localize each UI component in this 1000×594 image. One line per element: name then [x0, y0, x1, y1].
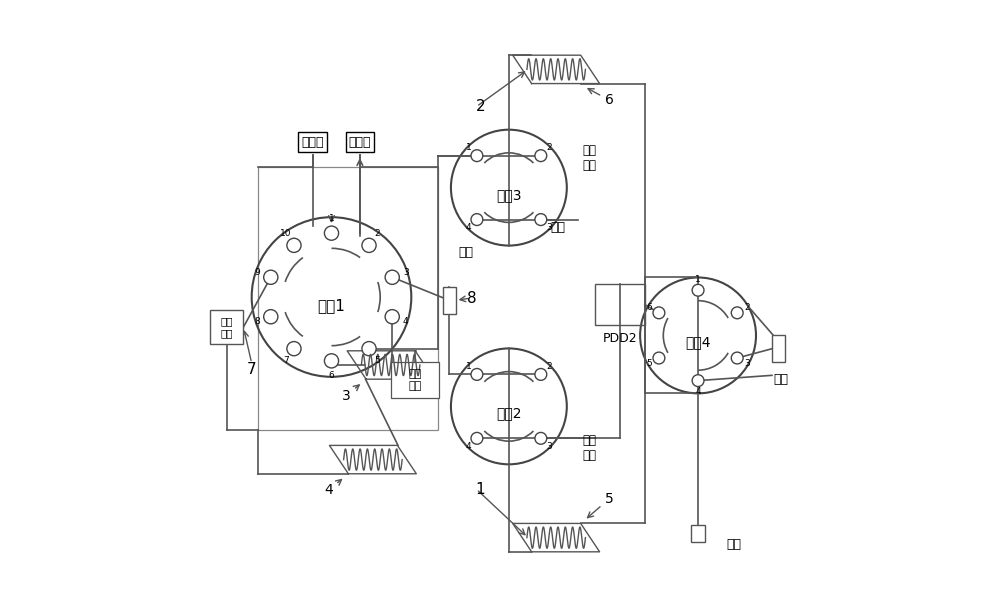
Circle shape — [362, 342, 376, 356]
Text: 2: 2 — [546, 143, 552, 152]
Circle shape — [471, 368, 483, 380]
Circle shape — [731, 307, 743, 319]
Bar — [258, 167, 438, 430]
Circle shape — [692, 285, 704, 296]
Text: 1: 1 — [695, 274, 701, 283]
Text: PDD2: PDD2 — [602, 332, 637, 345]
Text: 3: 3 — [342, 385, 359, 403]
Text: 4: 4 — [466, 223, 471, 232]
Text: 9: 9 — [254, 268, 260, 277]
Bar — [772, 336, 785, 362]
Circle shape — [385, 309, 399, 324]
Text: 4: 4 — [403, 317, 409, 326]
Text: 6: 6 — [646, 303, 652, 312]
Circle shape — [653, 352, 665, 364]
Circle shape — [692, 375, 704, 387]
Text: 第三
载气: 第三 载气 — [583, 434, 597, 462]
Circle shape — [264, 270, 278, 285]
Text: 针阀: 针阀 — [459, 246, 474, 259]
Text: 5: 5 — [646, 359, 652, 368]
Bar — [595, 284, 645, 326]
Circle shape — [471, 432, 483, 444]
Circle shape — [471, 150, 483, 162]
Text: 样品出: 样品出 — [349, 135, 371, 148]
Text: 针阀: 针阀 — [550, 221, 565, 233]
Circle shape — [385, 270, 399, 285]
Text: 7: 7 — [247, 362, 256, 377]
Text: 2: 2 — [375, 229, 380, 238]
Circle shape — [653, 307, 665, 319]
Bar — [391, 362, 439, 397]
Text: 样品进: 样品进 — [301, 135, 324, 148]
Text: 6: 6 — [329, 371, 334, 380]
Text: 4: 4 — [695, 387, 701, 396]
Circle shape — [264, 309, 278, 324]
Text: 8: 8 — [254, 317, 260, 326]
Bar — [210, 310, 243, 345]
Circle shape — [471, 214, 483, 226]
Text: 事件3: 事件3 — [496, 188, 522, 202]
Text: 针阀: 针阀 — [726, 538, 741, 551]
Circle shape — [324, 226, 339, 240]
Bar — [443, 287, 456, 314]
Circle shape — [324, 354, 339, 368]
Text: 10: 10 — [280, 229, 291, 238]
Text: 事件1: 事件1 — [318, 298, 345, 314]
Text: 1: 1 — [466, 143, 471, 152]
Text: 事件2: 事件2 — [496, 406, 522, 421]
Text: 3: 3 — [744, 359, 750, 368]
Circle shape — [535, 150, 547, 162]
Text: 3: 3 — [546, 442, 552, 451]
Circle shape — [535, 432, 547, 444]
Circle shape — [287, 342, 301, 356]
Circle shape — [535, 368, 547, 380]
Text: 第二
载气: 第二 载气 — [408, 369, 421, 391]
Text: 1: 1 — [476, 482, 485, 497]
Circle shape — [287, 238, 301, 252]
Text: 6: 6 — [588, 89, 614, 108]
Text: 3: 3 — [546, 223, 552, 232]
Text: 2: 2 — [744, 303, 750, 312]
Bar — [691, 525, 705, 542]
Text: 5: 5 — [588, 492, 614, 517]
Text: 针阀: 针阀 — [773, 373, 788, 386]
Text: 1: 1 — [329, 214, 334, 223]
Text: 5: 5 — [374, 356, 380, 365]
Text: 事件4: 事件4 — [685, 336, 711, 349]
Text: 3: 3 — [403, 268, 409, 277]
Text: 2: 2 — [546, 362, 552, 371]
Text: 7: 7 — [283, 356, 289, 365]
Text: 8: 8 — [467, 290, 476, 306]
Circle shape — [362, 238, 376, 252]
Text: 1: 1 — [466, 362, 471, 371]
Circle shape — [535, 214, 547, 226]
Text: 第一
载气: 第一 载气 — [221, 317, 233, 338]
Circle shape — [731, 352, 743, 364]
Text: 4: 4 — [466, 442, 471, 451]
Text: 第四
载气: 第四 载气 — [583, 144, 597, 172]
Text: 4: 4 — [324, 479, 341, 497]
Text: 2: 2 — [476, 99, 485, 114]
